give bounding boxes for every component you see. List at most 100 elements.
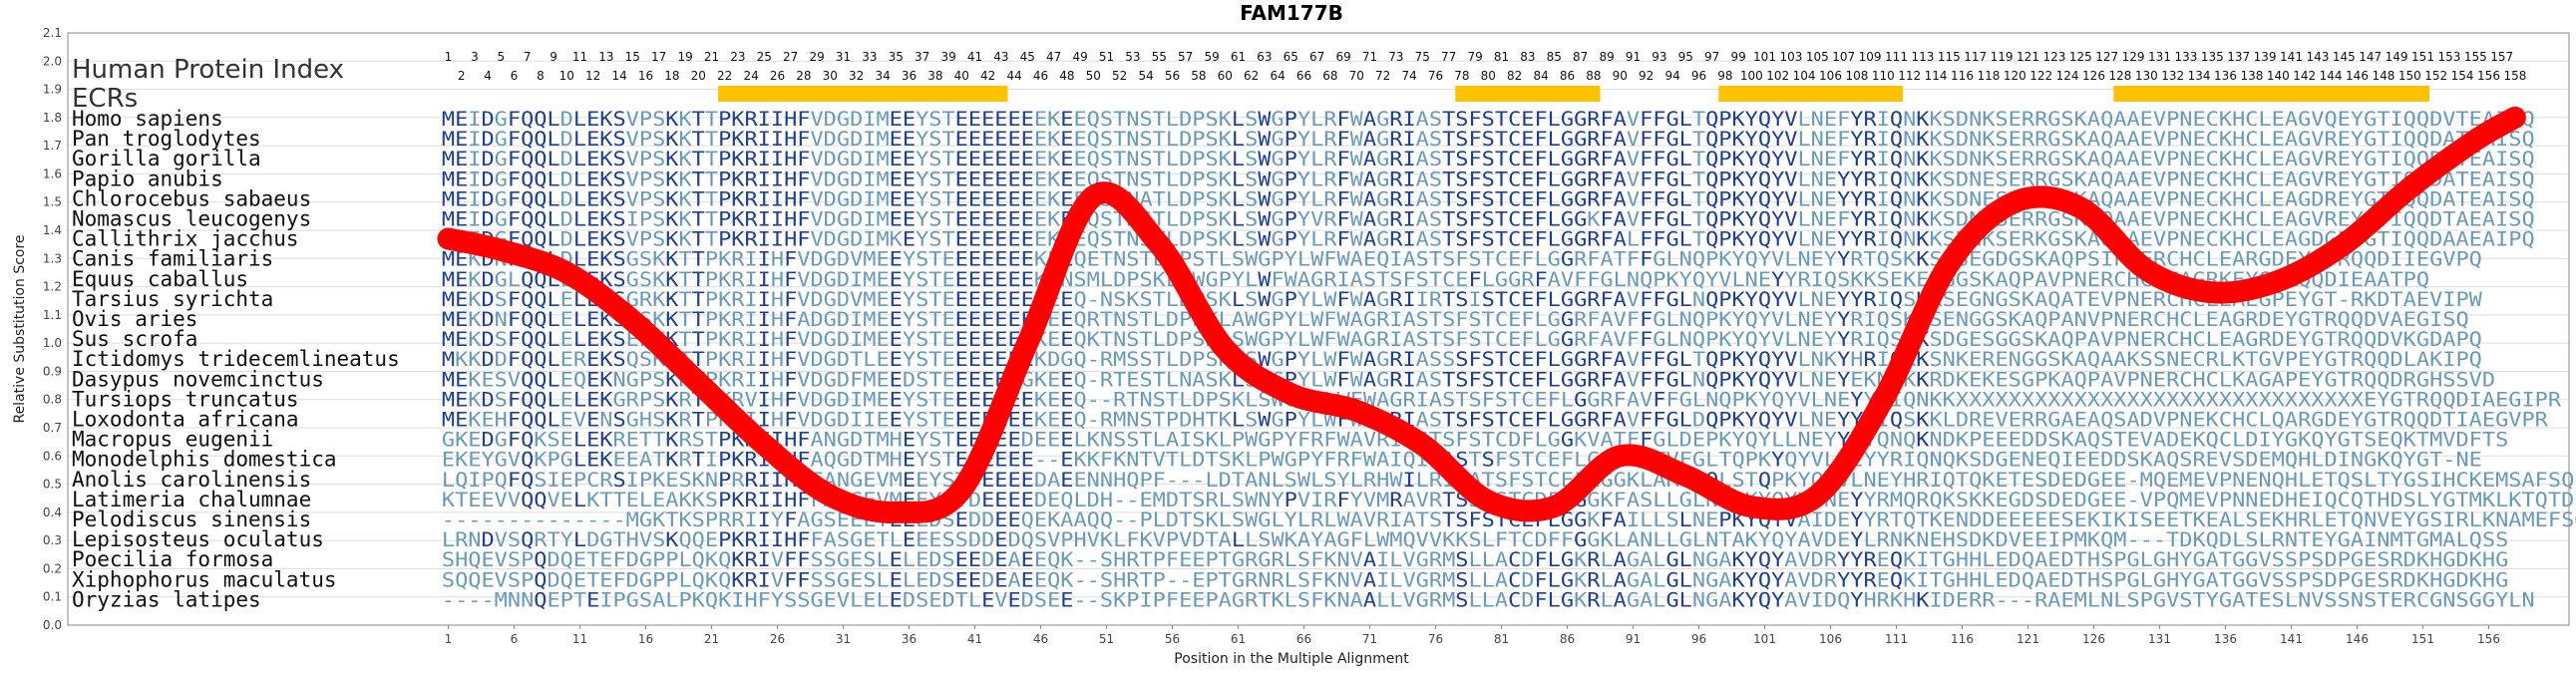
- y-tick-label: 2.1: [43, 26, 62, 40]
- position-label: 82: [1507, 69, 1522, 83]
- curve-point: [829, 494, 832, 497]
- x-tick-label: 121: [2017, 632, 2039, 646]
- position-label: 77: [1441, 50, 1456, 64]
- position-label: 121: [2017, 50, 2039, 64]
- position-label: 18: [664, 69, 679, 83]
- position-label: 27: [783, 50, 798, 64]
- x-tick-label: 136: [2214, 632, 2237, 646]
- alignment-row: MEIDGFQQLDLEKSVPSKKTTPKRIIHFVDGDIMEEYSTE…: [442, 148, 2535, 170]
- position-label: 71: [1362, 50, 1377, 64]
- species-label: Nomascus leucogenys: [72, 207, 311, 231]
- position-label: 8: [537, 69, 545, 83]
- position-label: 48: [1059, 69, 1074, 83]
- position-labels: 1 3 5 7 9 11 13 15 17 19 21 23 25 27 29 31 33 35 37 39 41 43 4…: [445, 50, 2527, 83]
- position-label: 120: [2004, 69, 2026, 83]
- x-tick-label: 116: [1951, 632, 1974, 646]
- position-label: 151: [2411, 50, 2434, 64]
- position-label: 78: [1454, 69, 1469, 83]
- x-tick-label: 156: [2477, 632, 2500, 646]
- y-tick-label: 1.5: [43, 195, 62, 209]
- x-tick-label: 66: [1296, 632, 1311, 646]
- position-label: 41: [967, 50, 982, 64]
- x-tick-label: 131: [2148, 632, 2171, 646]
- curve-point: [2014, 200, 2017, 203]
- alignment-row: MEIDGFQQLDLEKSVPSKKTTPKRIIHFVDGDIMEEYSTE…: [442, 168, 2535, 190]
- position-label: 57: [1178, 50, 1193, 64]
- position-label: 59: [1204, 50, 1219, 64]
- alignment-row: MEIDGFQQLDLEKSVPSKKTTPKRIIHFVDGDIMEEYSTE…: [442, 128, 2535, 151]
- position-label: 37: [915, 50, 929, 64]
- position-label: 124: [2056, 69, 2079, 83]
- curve-point: [1289, 393, 1292, 396]
- position-label: 106: [1819, 69, 1842, 83]
- chart-title: FAM177B: [1240, 1, 1343, 25]
- position-label: 74: [1401, 69, 1416, 83]
- curve-point: [565, 271, 568, 274]
- position-label: 86: [1560, 69, 1575, 83]
- x-tick-label: 76: [1428, 632, 1443, 646]
- position-label: 81: [1494, 50, 1509, 64]
- position-label: 134: [2188, 69, 2211, 83]
- position-label: 33: [862, 50, 877, 64]
- position-label: 156: [2477, 69, 2500, 83]
- position-label: 136: [2214, 69, 2237, 83]
- position-label: 24: [743, 69, 758, 83]
- position-label: 36: [902, 69, 917, 83]
- position-label: 54: [1138, 69, 1153, 83]
- position-label: 153: [2437, 50, 2460, 64]
- position-label: 46: [1033, 69, 1048, 83]
- position-label: 141: [2280, 50, 2303, 64]
- position-label: 10: [559, 69, 574, 83]
- position-label: 45: [1020, 50, 1035, 64]
- species-label: Tarsius syrichta: [72, 287, 273, 311]
- y-tick-label: 0.0: [43, 618, 62, 632]
- y-tick-label: 0.3: [43, 533, 62, 547]
- position-label: 4: [484, 69, 492, 83]
- position-label: 51: [1099, 50, 1114, 64]
- position-label: 25: [757, 50, 772, 64]
- position-label: 126: [2082, 69, 2105, 83]
- position-label: 11: [572, 50, 587, 64]
- position-label: 108: [1845, 69, 1868, 83]
- y-tick-label: 0.8: [43, 393, 62, 407]
- position-label: 15: [625, 50, 640, 64]
- curve-point: [960, 489, 963, 492]
- position-label: 58: [1191, 69, 1206, 83]
- ecr-bar: [1455, 86, 1601, 102]
- curve-point: [895, 510, 898, 513]
- position-label: 28: [796, 69, 811, 83]
- y-tick-label: 1.6: [43, 167, 62, 180]
- position-label: 103: [1779, 50, 1802, 64]
- species-label: Xiphophorus maculatus: [72, 567, 337, 591]
- species-label: Oryzias latipes: [72, 587, 261, 611]
- position-label: 79: [1467, 50, 1482, 64]
- x-tick-label: 26: [770, 632, 785, 646]
- ecr-bar: [1718, 86, 1904, 102]
- position-label: 53: [1125, 50, 1140, 64]
- position-label: 55: [1152, 50, 1167, 64]
- position-label: 3: [471, 50, 479, 64]
- position-label: 144: [2320, 69, 2343, 83]
- curve-point: [2343, 243, 2346, 246]
- position-label: 12: [585, 69, 600, 83]
- x-tick-label: 1: [445, 632, 453, 646]
- position-label: 95: [1678, 50, 1693, 64]
- position-label: 6: [511, 69, 519, 83]
- position-label: 93: [1652, 50, 1666, 64]
- y-tick-label: 0.6: [43, 449, 62, 463]
- position-label: 119: [1991, 50, 2014, 64]
- curve-point: [2408, 186, 2411, 189]
- ecrs-label: ECRs: [72, 84, 138, 114]
- position-label: 130: [2135, 69, 2158, 83]
- position-label: 44: [1006, 69, 1021, 83]
- curve-point: [631, 319, 634, 322]
- position-label: 16: [638, 69, 653, 83]
- species-label: Sus scrofa: [72, 327, 197, 351]
- curve-point: [1619, 455, 1622, 458]
- curve-point: [1224, 347, 1227, 350]
- y-tick-label: 0.4: [43, 505, 62, 519]
- position-label: 122: [2029, 69, 2052, 83]
- curve-point: [763, 443, 766, 446]
- x-tick-label: 41: [967, 632, 982, 646]
